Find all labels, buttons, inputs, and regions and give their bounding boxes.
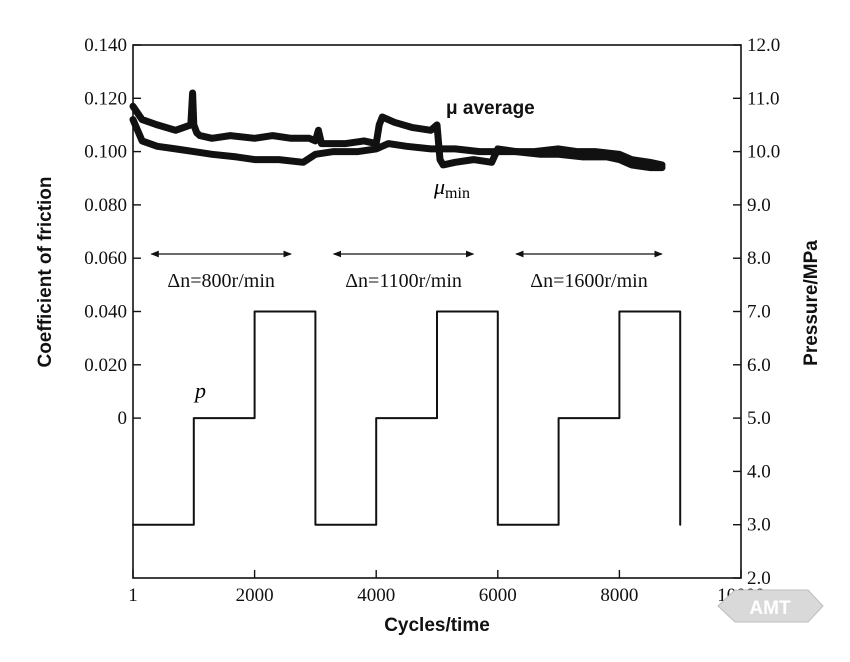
y-right-tick-label: 8.0 xyxy=(747,248,771,269)
x-tick-label: 2000 xyxy=(236,585,274,606)
y-right-tick-label: 7.0 xyxy=(747,302,771,323)
y-right-tick-label: 11.0 xyxy=(747,88,780,109)
y-left-tick-label: 0.080 xyxy=(84,195,127,216)
speed-range-label: Δn=800r/min xyxy=(167,270,274,292)
mu-min-label: μmin xyxy=(433,174,470,202)
svg-text:AMT: AMT xyxy=(749,598,791,619)
x-tick-label: 4000 xyxy=(357,585,395,606)
x-tick-label: 6000 xyxy=(479,585,517,606)
y-right-tick-label: 4.0 xyxy=(747,461,771,482)
y-left-tick-label: 0.140 xyxy=(84,35,127,56)
amt-watermark-logo: AMT xyxy=(717,589,824,623)
speed-range-label: Δn=1100r/min xyxy=(345,270,462,292)
y-right-tick-label: 5.0 xyxy=(747,408,771,429)
y-right-tick-label: 12.0 xyxy=(747,35,780,56)
series-line-mu-min xyxy=(129,116,666,172)
y-left-tick-label: 0.040 xyxy=(84,302,127,323)
speed-range-label: Δn=1600r/min xyxy=(530,270,647,292)
pressure-label: p xyxy=(193,378,206,403)
annotations-layer: μ average μmin p Δn=800r/min Δn=1100r/min Δn=… xyxy=(150,98,663,403)
x-tick-label: 1 xyxy=(128,585,138,606)
y-axis-right-label: Pressure/MPa xyxy=(801,240,822,366)
y-left-tick-label: 0.020 xyxy=(84,355,127,376)
x-axis-label: Cycles/time xyxy=(384,615,490,636)
y-right-tick-label: 2.0 xyxy=(747,568,771,589)
y-right-tick-label: 10.0 xyxy=(747,142,780,163)
y-left-tick-label: 0 xyxy=(118,408,128,429)
series-line-pressure xyxy=(132,310,682,526)
y-right-tick-label: 6.0 xyxy=(747,355,771,376)
y-left-tick-label: 0.100 xyxy=(84,142,127,163)
y-axis-left-label: Coefficient of friction xyxy=(35,176,56,367)
y-right-tick-label: 3.0 xyxy=(747,515,771,536)
x-tick-label: 8000 xyxy=(600,585,638,606)
series-layer xyxy=(129,89,682,526)
y-left-tick-label: 0.060 xyxy=(84,248,127,269)
y-left-tick-label: 0.120 xyxy=(84,88,127,109)
y-right-tick-label: 9.0 xyxy=(747,195,771,216)
mu-average-label: μ average xyxy=(446,98,535,119)
